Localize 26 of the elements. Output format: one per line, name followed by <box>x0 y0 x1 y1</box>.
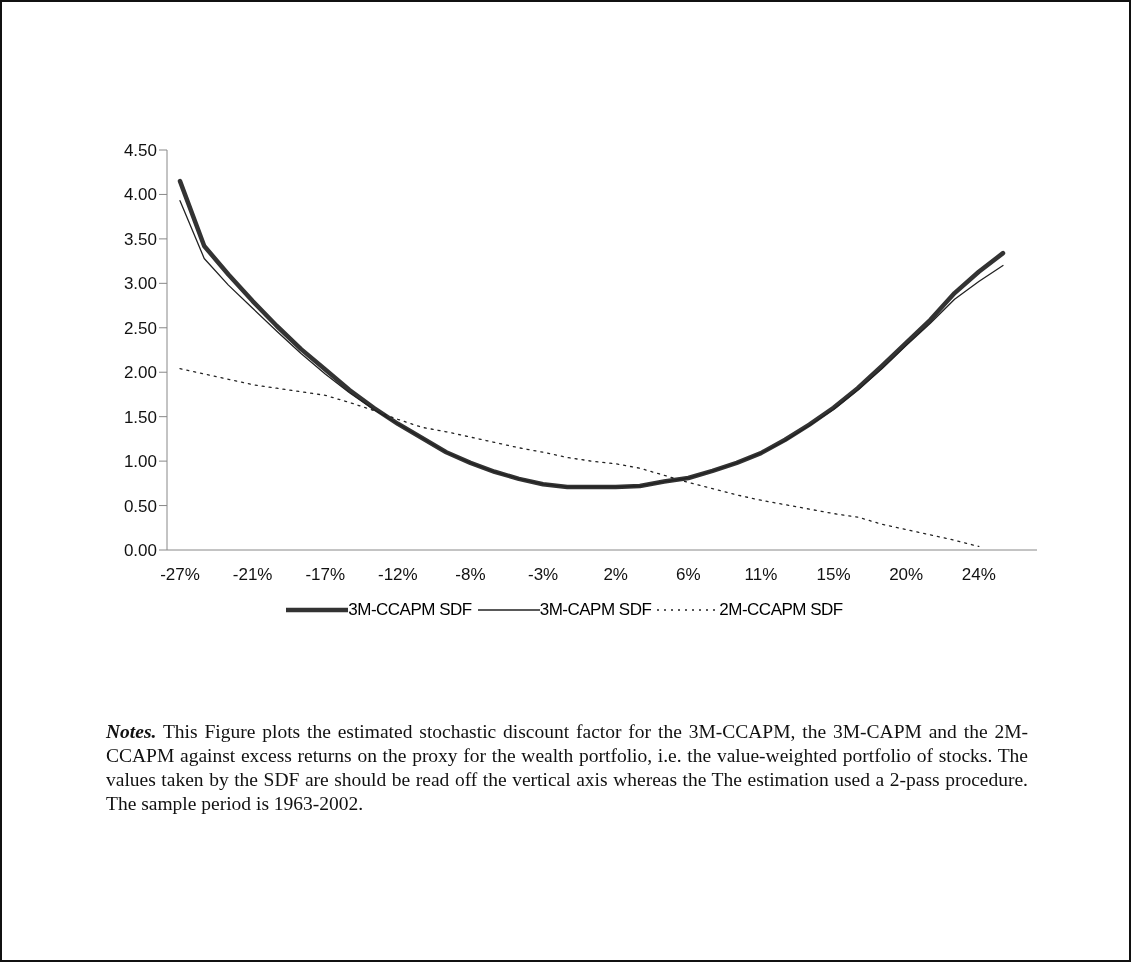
legend-label: 2M-CCAPM SDF <box>719 599 843 619</box>
y-tick-label: 4.00 <box>123 185 157 205</box>
x-tick-label: 20% <box>889 565 924 585</box>
y-tick-label: 2.00 <box>123 363 157 383</box>
x-tick-label: 11% <box>744 565 778 585</box>
x-tick-label: -8% <box>455 565 486 585</box>
x-tick-label: -27% <box>160 565 200 585</box>
x-tick-label: 2% <box>603 565 628 585</box>
x-tick-label: 24% <box>961 565 996 585</box>
x-tick-label: 15% <box>816 565 851 585</box>
y-tick-label: 3.50 <box>123 229 157 249</box>
y-tick-label: 1.50 <box>123 407 157 427</box>
y-tick-label: 0.50 <box>123 496 157 516</box>
x-tick-label: -3% <box>527 565 559 585</box>
text: Notes. This Figure plots the estimated stochastic discount factor for the 3M-CCAPM, the 3M-CAPM and the 2M-CCAPM against excess returns on the proxy for the wealth portfolio, i.e. the value-weighted portfolio of stocks. The values taken by the SDF are should be read off the vertical axis whereas the The estimation used a 2-pass procedure. The sample period is 1963-2002. <box>106 720 1028 816</box>
y-tick-label: 4.50 <box>123 141 157 161</box>
x-tick-label: 6% <box>676 565 701 585</box>
y-tick-label: 1.00 <box>123 452 157 472</box>
x-tick-label: -21% <box>232 565 273 585</box>
y-tick-label: 2.50 <box>123 318 157 338</box>
x-tick-label: -17% <box>305 565 346 585</box>
legend-label: 3M-CCAPM SDF <box>348 599 472 619</box>
y-tick-label: 3.00 <box>123 274 157 294</box>
y-tick-label: 0.00 <box>123 541 157 561</box>
legend-label: 3M-CAPM SDF <box>539 599 652 619</box>
x-tick-label: -12% <box>378 565 418 585</box>
